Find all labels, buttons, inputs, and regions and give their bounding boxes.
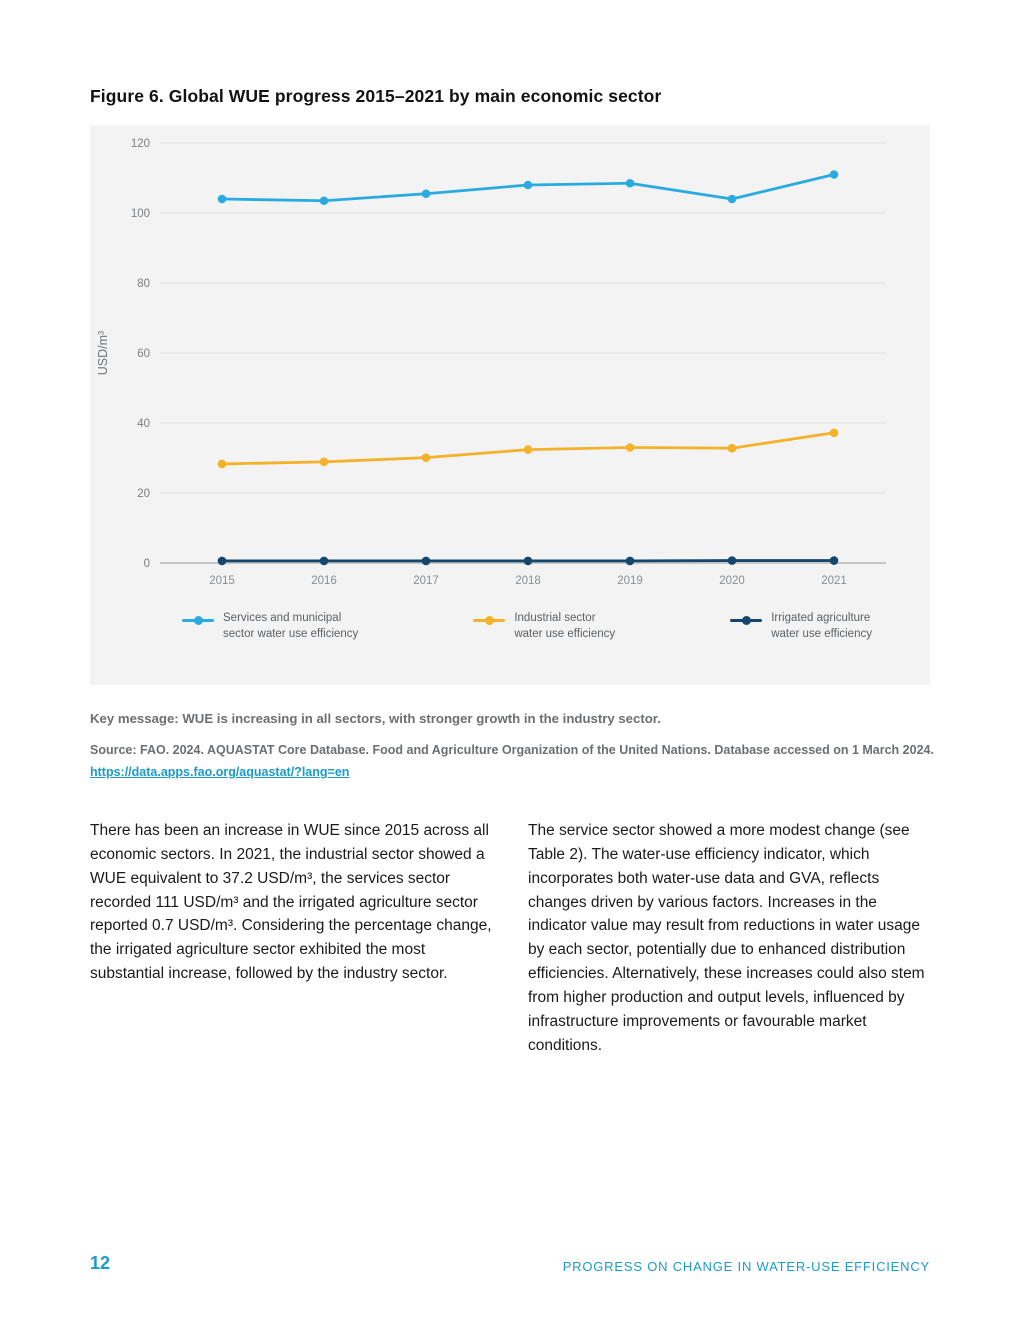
legend-item-agriculture: Irrigated agriculture water use efficien… <box>730 611 872 642</box>
footer-title: PROGRESS ON CHANGE IN WATER-USE EFFICIEN… <box>562 1259 930 1274</box>
legend-item-services: Services and municipal sector water use … <box>182 611 358 642</box>
chart-card: 0 20 40 60 80 100 120 2015 2016 2017 2018 2019 2020 2… <box>90 125 930 685</box>
figure-title: Figure 6. Global WUE progress 2015–2021 … <box>90 86 662 106</box>
svg-text:2015: 2015 <box>209 575 235 587</box>
chart-legend: Services and municipal sector water use … <box>182 611 872 642</box>
legend-swatch-services <box>182 615 214 625</box>
footer-page-number: 12 <box>90 1253 111 1273</box>
legend-label-line1: Industrial sector <box>514 612 596 624</box>
svg-text:20: 20 <box>137 488 150 500</box>
svg-text:2020: 2020 <box>719 575 745 587</box>
svg-text:60: 60 <box>137 348 150 360</box>
source-block: Source: FAO. 2024. AQUASTAT Core Databas… <box>90 740 965 782</box>
legend-label-line1: Services and municipal <box>223 612 342 624</box>
svg-text:2019: 2019 <box>617 575 643 587</box>
body-paragraph-column-2: The service sector showed a more modest … <box>528 822 925 1054</box>
svg-text:2016: 2016 <box>311 575 337 587</box>
svg-text:2017: 2017 <box>413 575 439 587</box>
key-message: Key message: WUE is increasing in all se… <box>90 711 661 726</box>
svg-text:40: 40 <box>137 418 150 430</box>
legend-item-industrial: Industrial sector water use efficiency <box>473 611 615 642</box>
svg-text:2018: 2018 <box>515 575 541 587</box>
legend-label-line2: water use efficiency <box>771 627 872 640</box>
legend-label-line2: water use efficiency <box>514 627 616 640</box>
body-text-columns: There has been an increase in WUE since … <box>90 819 930 1058</box>
legend-label-agriculture: Irrigated agriculture water use efficien… <box>771 611 872 642</box>
legend-label-line1: Irrigated agriculture <box>771 612 871 624</box>
legend-dot-icon <box>193 615 203 625</box>
legend-swatch-agriculture <box>730 615 763 625</box>
legend-label-services: Services and municipal sector water use … <box>223 611 358 642</box>
svg-text:0: 0 <box>144 558 150 570</box>
legend-dot-icon <box>741 615 751 625</box>
legend-label-industrial: Industrial sector water use efficiency <box>514 611 615 642</box>
svg-text:USD/m³: USD/m³ <box>96 331 110 375</box>
source-link[interactable]: https://data.apps.fao.org/aquastat/?lang… <box>90 765 350 779</box>
svg-text:2021: 2021 <box>821 575 847 587</box>
svg-text:120: 120 <box>131 138 150 150</box>
legend-label-line2: sector water use efficiency <box>223 627 359 640</box>
svg-text:100: 100 <box>131 208 150 220</box>
wue-line-chart: 0 20 40 60 80 100 120 2015 2016 2017 2018 2019 2020 2… <box>96 138 886 587</box>
legend-dot-icon <box>484 615 494 625</box>
svg-text:80: 80 <box>137 278 150 290</box>
source-text: Source: FAO. 2024. AQUASTAT Core Databas… <box>90 743 934 757</box>
legend-swatch-industrial <box>473 615 506 625</box>
body-paragraph-column-1: There has been an increase in WUE since … <box>90 822 492 983</box>
